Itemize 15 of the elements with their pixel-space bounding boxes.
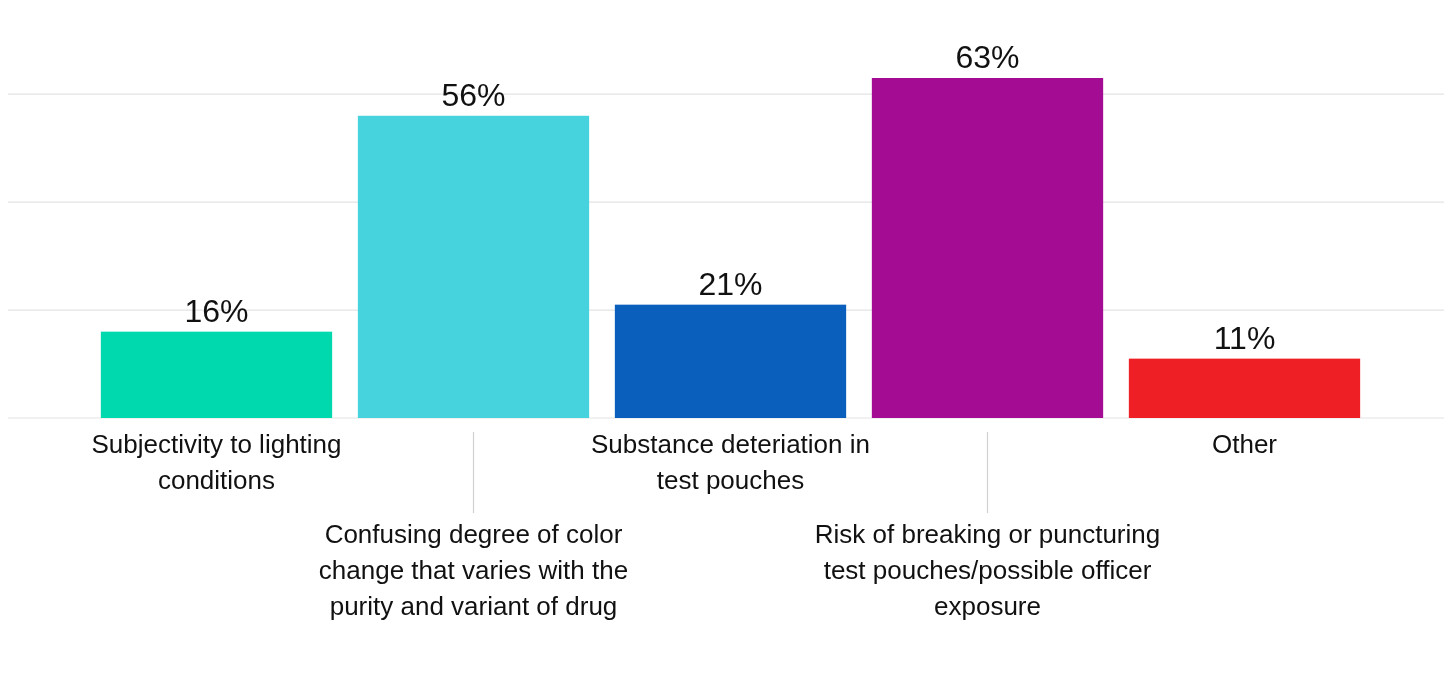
bar (357, 115, 590, 418)
data-label: 11% (1213, 319, 1276, 356)
bar (100, 331, 333, 418)
x-tick-label: Other (1211, 429, 1278, 459)
bar (1128, 358, 1361, 418)
x-tick-label: Subjectivity to lighting conditions (91, 429, 342, 495)
x-tick-label: Confusing degree of color change that varies with the purity and variant of drug (318, 519, 629, 621)
data-label: 56% (441, 76, 506, 113)
data-label: 16% (184, 292, 249, 329)
data-label: 21% (698, 265, 763, 302)
bar (871, 78, 1104, 418)
bar (614, 304, 847, 418)
x-tick-label: Risk of breaking or puncturing test pouches/possible officer exposure (814, 519, 1161, 621)
data-label: 63% (955, 39, 1020, 75)
x-tick-label: Substance deteriation in test pouches (591, 429, 870, 495)
